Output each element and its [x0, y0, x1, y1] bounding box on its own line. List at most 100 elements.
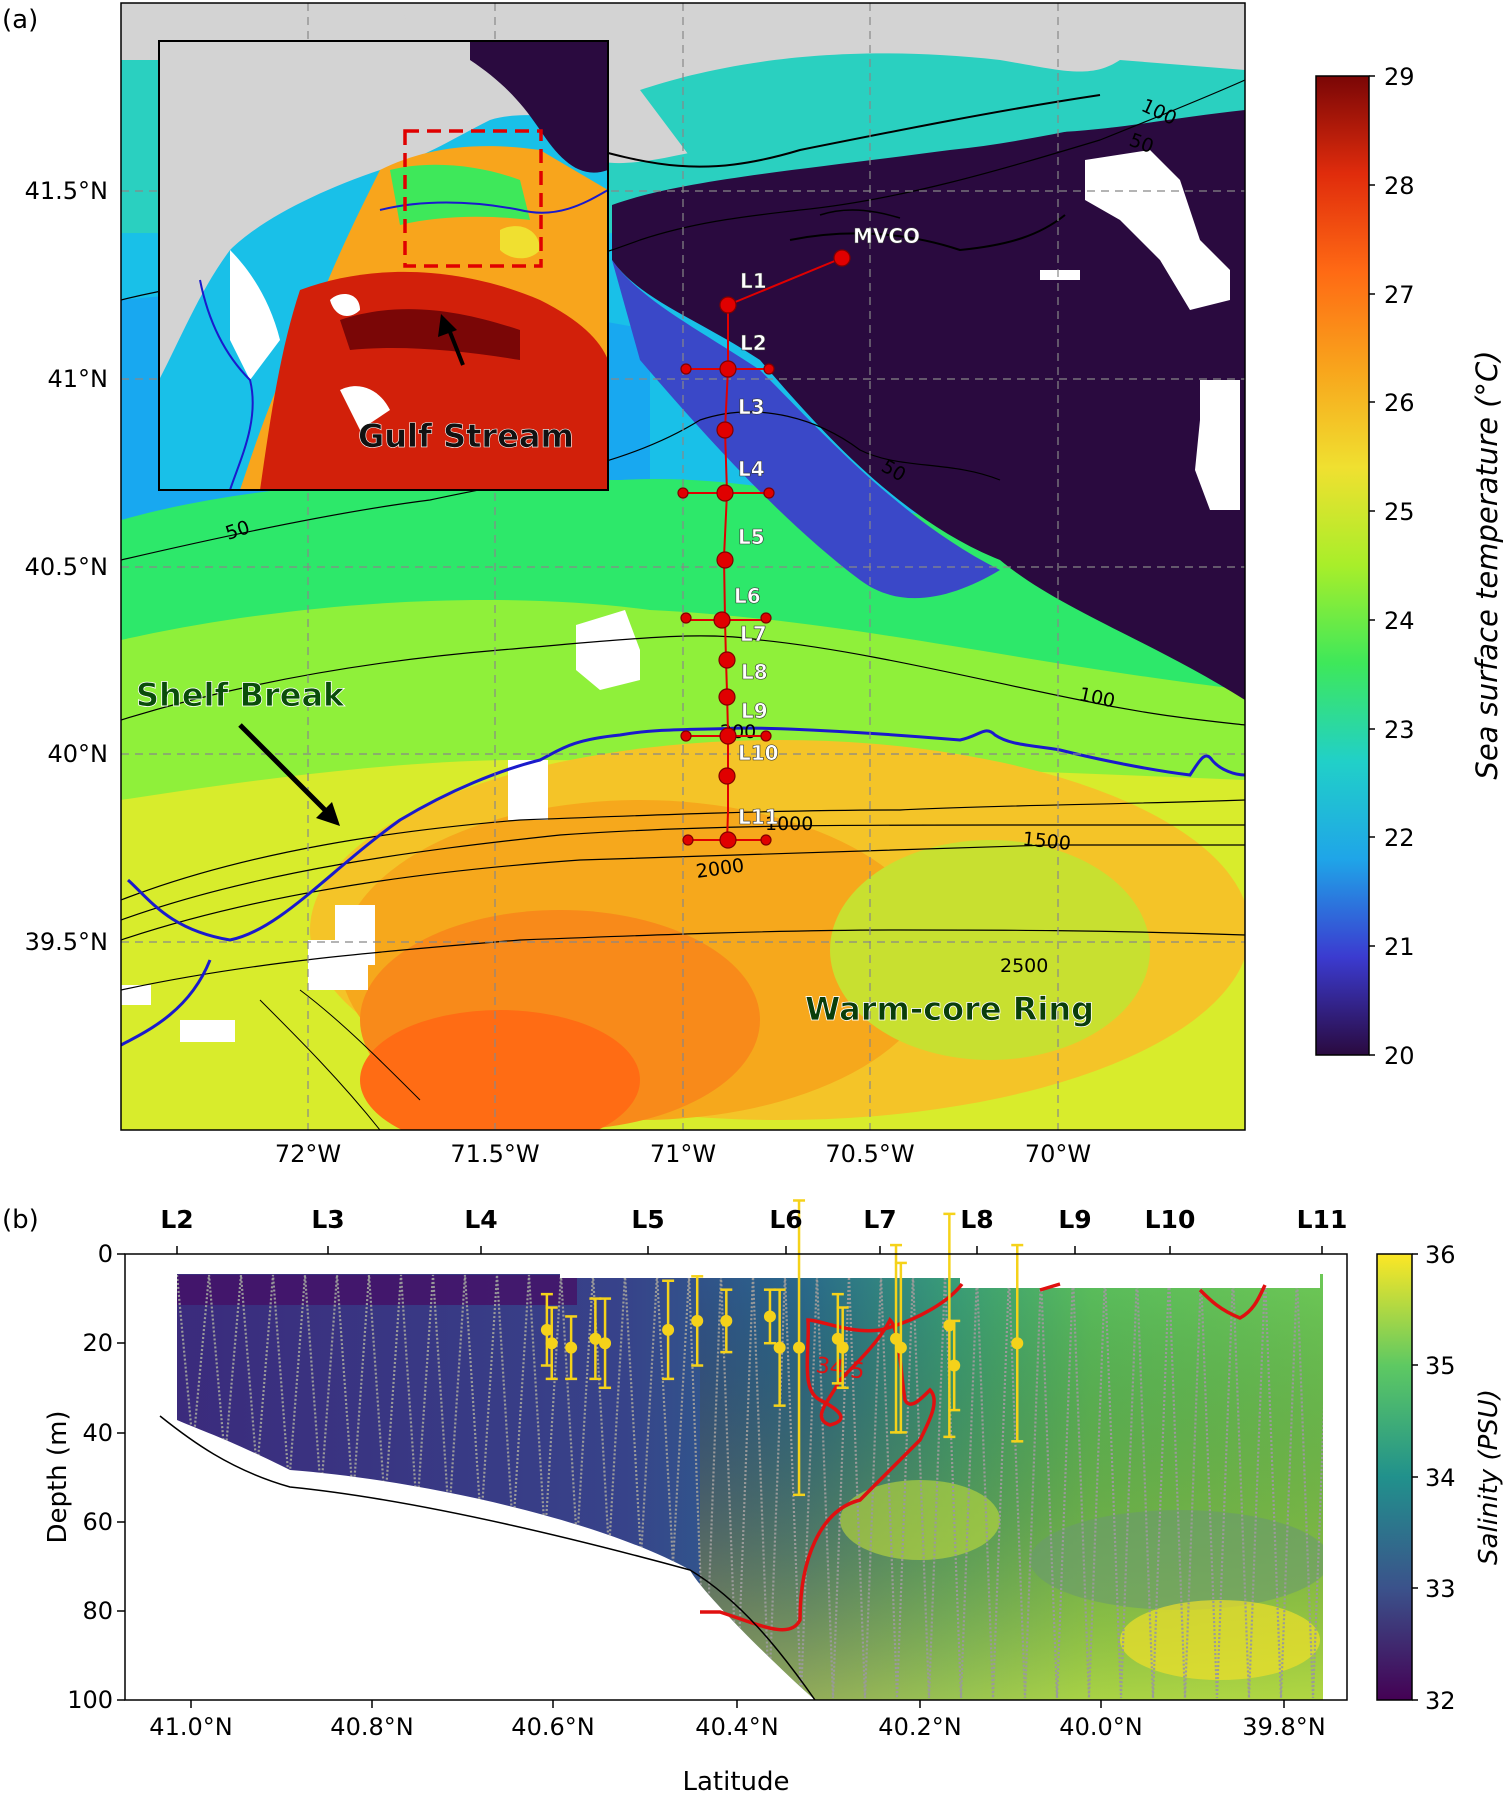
salinity-colorbar: 36 35 34 33 32 Salinity (PSU) [1376, 1241, 1504, 1715]
lat-tick: 39.5°N [25, 928, 108, 956]
section-station-label: L2 [160, 1205, 193, 1234]
sst-tick: 20 [1384, 1042, 1415, 1070]
lon-tick: 71°W [650, 1140, 716, 1168]
sst-tick: 25 [1384, 498, 1415, 526]
section-station-label: L5 [631, 1205, 664, 1234]
shelf-break-label: Shelf Break [136, 676, 345, 714]
salinity-point [763, 1310, 776, 1323]
sst-colorbar-label: Sea surface temperature (°C) [1470, 350, 1504, 779]
salinity-colorbar-label: Salinity (PSU) [1474, 1389, 1504, 1565]
inset-map: Gulf Stream [158, 40, 609, 491]
salinity-point [948, 1359, 961, 1372]
gulf-stream-label: Gulf Stream [358, 417, 574, 455]
station-label: MVCO [853, 224, 920, 248]
section-station-label: L10 [1145, 1205, 1196, 1234]
arrow-icon [316, 802, 340, 826]
sst-tick: 27 [1384, 281, 1415, 309]
section-station-label: L11 [1297, 1205, 1348, 1234]
station-label: L1 [740, 269, 767, 293]
salinity-point [545, 1337, 558, 1350]
salinity-point [831, 1332, 844, 1345]
station-label: L8 [741, 660, 768, 684]
x-tick: 39.8°N [1242, 1713, 1325, 1741]
section-station-label: L6 [769, 1205, 802, 1234]
arrow-icon [438, 314, 457, 337]
salinity-point [773, 1341, 786, 1354]
station-label: L9 [741, 699, 768, 723]
salinity-tick: 32 [1425, 1687, 1456, 1715]
salinity-observations [540, 1199, 1024, 1497]
salinity-tick: 35 [1425, 1352, 1456, 1380]
x-axis-label: Latitude [682, 1767, 789, 1797]
sst-tick: 24 [1384, 607, 1415, 635]
isobath-label: 1500 [1021, 828, 1071, 855]
y-tick: 100 [67, 1686, 113, 1714]
sst-tick: 29 [1384, 63, 1415, 91]
sst-colorbar: 29 28 27 26 25 24 23 22 21 20 Sea surfac… [1315, 63, 1504, 1070]
lon-tick: 71.5°W [450, 1140, 539, 1168]
map-frame [120, 2, 1246, 1131]
sst-tick: 23 [1384, 716, 1415, 744]
station-label: L6 [734, 584, 761, 608]
lon-tick: 70.5°W [825, 1140, 914, 1168]
salinity-point [943, 1319, 956, 1332]
salinity-point [691, 1314, 704, 1327]
salinity-point [836, 1341, 849, 1354]
salinity-point [720, 1314, 733, 1327]
salinity-tick: 34 [1425, 1464, 1456, 1492]
map-axis-ticks: 72°W 71.5°W 71°W 70.5°W 70°W 41.5°N 41°N… [25, 177, 1092, 1168]
sst-tick: 22 [1384, 824, 1415, 852]
salinity-section: 34.5 [159, 1262, 1323, 1701]
station-label: L3 [738, 395, 765, 419]
section-station-labels: L2 L3 L4 L5 L6 L7 L8 L9 L10 L11 [160, 1205, 1347, 1234]
lat-tick: 40°N [48, 740, 109, 768]
sst-map [121, 3, 1245, 1130]
x-tick: 40.8°N [330, 1713, 413, 1741]
salinity-point [1011, 1337, 1024, 1350]
section-station-label: L8 [960, 1205, 993, 1234]
y-tick: 80 [82, 1597, 113, 1625]
panel-a-label: (a) [2, 5, 38, 35]
station-label: L10 [738, 741, 779, 765]
station-label: L7 [740, 622, 767, 646]
sst-tick: 21 [1384, 933, 1415, 961]
lat-tick: 41°N [48, 365, 109, 393]
y-tick: 60 [82, 1508, 113, 1536]
salinity-point [565, 1341, 578, 1354]
section-frame [124, 1253, 1348, 1701]
warm-core-ring-label: Warm-core Ring [805, 990, 1094, 1028]
sst-tick: 26 [1384, 389, 1415, 417]
salinity-point [793, 1341, 806, 1354]
isobath-label: 1000 [765, 813, 813, 835]
station-label: L4 [738, 457, 765, 481]
station-track: MVCO L1 L2 L3 L4 L5 L6 L7 L8 L9 L10 L11 [677, 224, 920, 849]
lat-tick: 40.5°N [25, 553, 108, 581]
x-tick: 40.4°N [695, 1713, 778, 1741]
y-tick: 0 [98, 1240, 113, 1268]
isohaline-34-5 [700, 1282, 964, 1632]
section-y-ticks: 0 20 40 60 80 100 [67, 1240, 113, 1714]
station-label: L2 [740, 331, 767, 355]
x-tick: 41.0°N [149, 1713, 232, 1741]
y-axis-label: Depth (m) [43, 1410, 73, 1543]
x-tick: 40.2°N [878, 1713, 961, 1741]
salinity-point [599, 1337, 612, 1350]
section-station-label: L9 [1058, 1205, 1091, 1234]
salinity-point [662, 1323, 675, 1336]
section-station-label: L3 [311, 1205, 344, 1234]
lat-tick: 41.5°N [25, 177, 108, 205]
salinity-point [589, 1332, 602, 1345]
y-tick: 20 [82, 1329, 113, 1357]
isobath-label: 2500 [1000, 955, 1048, 977]
salinity-point [890, 1332, 903, 1345]
sst-tick: 28 [1384, 172, 1415, 200]
station-label: L5 [738, 525, 765, 549]
salinity-tick: 36 [1425, 1241, 1456, 1269]
salinity-tick: 33 [1425, 1575, 1456, 1603]
panel-b-label: (b) [2, 1205, 39, 1235]
lon-tick: 70°W [1025, 1140, 1091, 1168]
station-label: L11 [738, 805, 779, 829]
inset-study-area-box [403, 129, 543, 268]
salinity-point [894, 1341, 907, 1354]
